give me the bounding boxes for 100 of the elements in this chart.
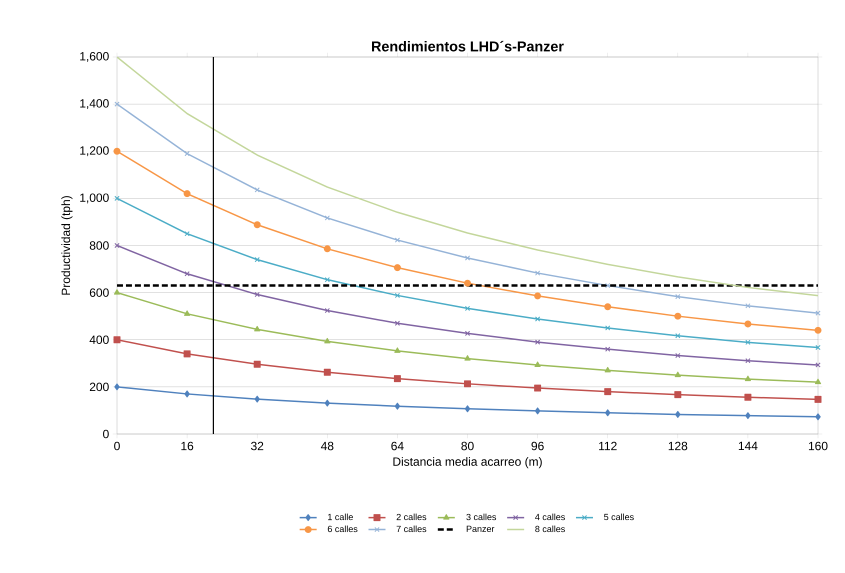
- point: [814, 396, 822, 403]
- x-tick-label: 160: [808, 442, 828, 450]
- point: [534, 292, 542, 300]
- point: [605, 325, 610, 331]
- point: [254, 326, 260, 332]
- legend-label: 3 calles: [466, 514, 496, 520]
- y-axis-title: Productividad (tph): [61, 196, 72, 295]
- x-tick-label: 48: [320, 442, 334, 450]
- x-tick-label: 128: [668, 442, 688, 450]
- point: [745, 340, 751, 345]
- point: [604, 303, 612, 310]
- point: [534, 361, 541, 367]
- y-tick-label: 600: [90, 288, 109, 297]
- point: [815, 413, 821, 420]
- point: [394, 347, 400, 353]
- legend-label: 7 calles: [396, 526, 426, 532]
- point: [745, 412, 751, 420]
- point: [324, 368, 331, 376]
- point: [324, 215, 330, 221]
- point: [744, 376, 751, 382]
- line-series: [117, 56, 818, 296]
- legend-label: 8 calles: [535, 526, 565, 532]
- point: [464, 280, 471, 287]
- point: [814, 326, 822, 334]
- y-tick-label: 1,400: [80, 99, 109, 110]
- legend-label: 4 calles: [535, 514, 565, 520]
- point: [254, 257, 260, 262]
- point: [674, 372, 681, 378]
- point: [604, 366, 611, 372]
- point: [254, 360, 261, 368]
- legend-label: Panzer: [466, 526, 494, 532]
- point: [604, 409, 610, 416]
- point: [464, 330, 470, 336]
- point: [534, 339, 540, 345]
- point: [184, 231, 190, 236]
- y-tick-label: 200: [90, 382, 109, 392]
- point: [605, 346, 610, 352]
- legend-label: 6 calles: [328, 526, 358, 532]
- point: [674, 391, 682, 398]
- point: [744, 320, 752, 328]
- point: [254, 221, 261, 228]
- x-tick-label: 112: [599, 442, 617, 450]
- point: [464, 306, 470, 312]
- point: [184, 350, 191, 358]
- chart-title: Rendimientos LHD´s-Panzer: [372, 40, 564, 52]
- point: [814, 378, 822, 384]
- point: [464, 380, 471, 388]
- point: [114, 336, 120, 344]
- point: [184, 271, 190, 276]
- point: [675, 352, 680, 358]
- point: [394, 402, 400, 410]
- point: [464, 405, 470, 412]
- x-tick-label: 32: [251, 442, 264, 450]
- point: [184, 310, 190, 316]
- point: [534, 407, 540, 414]
- y-tick-label: 1,000: [80, 193, 109, 204]
- point: [745, 303, 751, 308]
- point: [114, 148, 120, 155]
- point: [464, 355, 471, 361]
- point: [464, 255, 470, 261]
- point: [254, 187, 260, 193]
- point: [534, 270, 540, 276]
- point: [674, 312, 682, 320]
- point: [324, 400, 330, 407]
- y-tick-label: 1,200: [80, 146, 109, 156]
- point: [394, 237, 400, 243]
- point: [254, 292, 260, 298]
- point: [254, 396, 260, 403]
- point: [394, 292, 400, 298]
- point: [324, 277, 330, 282]
- x-axis-title: Distancia media acarreo (m): [393, 457, 542, 468]
- point: [605, 282, 610, 288]
- x-tick-label: 64: [391, 442, 404, 450]
- y-tick-label: 800: [90, 241, 109, 250]
- y-tick-label: 400: [90, 336, 109, 344]
- x-tick-label: 80: [461, 442, 474, 450]
- point: [114, 289, 120, 295]
- point: [394, 375, 401, 382]
- point: [744, 394, 752, 401]
- y-tick-label: 0: [103, 430, 109, 438]
- legend-label: 5 calles: [604, 514, 634, 520]
- point: [604, 388, 612, 396]
- y-tick-label: 1,600: [80, 52, 109, 62]
- x-tick-label: 144: [738, 442, 758, 450]
- point: [534, 384, 542, 392]
- x-tick-label: 0: [114, 442, 120, 450]
- point: [745, 358, 751, 364]
- point: [324, 245, 331, 252]
- point: [324, 338, 330, 344]
- point: [675, 294, 680, 300]
- legend-label: 2 calles: [396, 514, 426, 520]
- legend-label: 1 calle: [328, 514, 353, 520]
- point: [394, 320, 400, 326]
- x-tick-label: 16: [181, 442, 194, 450]
- x-tick-label: 96: [532, 442, 544, 450]
- point: [324, 308, 330, 314]
- point: [534, 316, 540, 322]
- point: [184, 390, 190, 398]
- point: [114, 383, 120, 390]
- point: [675, 410, 681, 418]
